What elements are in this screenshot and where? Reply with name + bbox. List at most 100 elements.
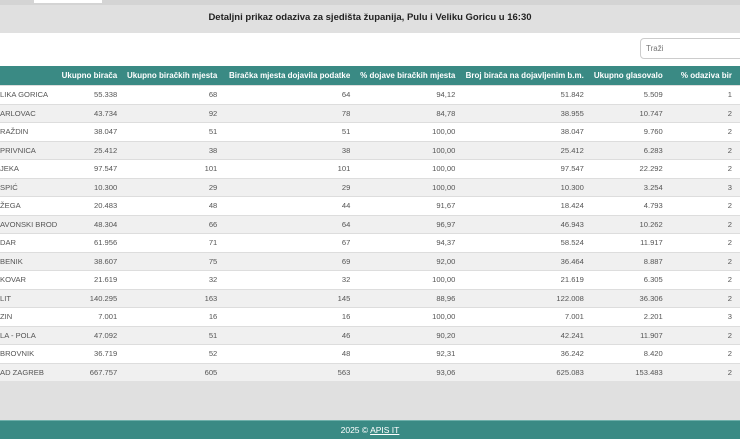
value-cell: 47.092: [58, 325, 126, 345]
value-cell: 78: [225, 103, 359, 123]
value-cell: 145: [225, 288, 359, 308]
value-cell: 2: [670, 214, 740, 234]
value-cell: 21.619: [463, 270, 592, 289]
value-cell: 46.943: [463, 214, 592, 234]
value-cell: 36.719: [58, 344, 126, 363]
value-cell: 6.283: [591, 140, 671, 160]
value-cell: 2: [670, 270, 740, 289]
value-cell: 2: [670, 288, 740, 308]
value-cell: 51: [125, 325, 226, 345]
city-name-cell: LA - POLA: [0, 325, 59, 345]
value-cell: 21.619: [58, 270, 126, 289]
value-cell: 100,00: [358, 159, 464, 178]
value-cell: 7.001: [58, 307, 126, 326]
value-cell: 100,00: [358, 140, 464, 160]
value-cell: 36.306: [591, 288, 671, 308]
value-cell: 20.483: [58, 196, 126, 215]
top-tab-strip: [0, 0, 740, 5]
city-name-cell: JEKA: [0, 159, 59, 178]
value-cell: 3: [670, 177, 740, 197]
column-header[interactable]: Broj birača na dojavljenim b.m.: [463, 66, 592, 86]
value-cell: 100,00: [358, 307, 464, 326]
city-name-cell: AD ZAGREB: [0, 362, 59, 381]
value-cell: 43.734: [58, 103, 126, 123]
table-row: ARLOVAC 43.734 92 78 84,78 38.955 10.747 2: [0, 103, 740, 123]
column-header[interactable]: [0, 66, 59, 86]
column-header[interactable]: Biračka mjesta dojavila podatke: [225, 66, 359, 86]
table-row: ŽEGA 20.483 48 44 91,67 18.424 4.793 2: [0, 196, 740, 215]
footer-copyright: 2025 ©: [340, 425, 369, 435]
value-cell: 7.001: [463, 307, 592, 326]
value-cell: 38.955: [463, 103, 592, 123]
value-cell: 67: [225, 233, 359, 252]
search-input[interactable]: [640, 38, 740, 59]
value-cell: 2: [670, 362, 740, 381]
value-cell: 16: [225, 307, 359, 326]
table-row: LA - POLA 47.092 51 46 90,20 42.241 11.907 2: [0, 325, 740, 345]
value-cell: 10.747: [591, 103, 671, 123]
value-cell: 29: [225, 177, 359, 197]
value-cell: 5.509: [591, 85, 671, 104]
column-header[interactable]: Ukupno glasovalo: [591, 66, 671, 86]
turnout-table: Ukupno birača Ukupno biračkih mjesta Birač…: [0, 66, 740, 381]
value-cell: 563: [225, 362, 359, 381]
city-name-cell: ZIN: [0, 307, 59, 326]
footer-link-apis-it[interactable]: APIS IT: [370, 425, 400, 435]
value-cell: 3.254: [591, 177, 671, 197]
city-name-cell: LIKA GORICA: [0, 85, 59, 104]
column-header[interactable]: Ukupno biračkih mjesta: [125, 66, 226, 86]
value-cell: 42.241: [463, 325, 592, 345]
active-tab[interactable]: [34, 0, 102, 3]
value-cell: 91,67: [358, 196, 464, 215]
value-cell: 2: [670, 233, 740, 252]
value-cell: 75: [125, 251, 226, 271]
value-cell: 605: [125, 362, 226, 381]
value-cell: 93,06: [358, 362, 464, 381]
value-cell: 38.047: [58, 122, 126, 141]
value-cell: 94,12: [358, 85, 464, 104]
value-cell: 10.300: [58, 177, 126, 197]
value-cell: 68: [125, 85, 226, 104]
value-cell: 625.083: [463, 362, 592, 381]
value-cell: 38: [225, 140, 359, 160]
value-cell: 55.338: [58, 85, 126, 104]
value-cell: 94,37: [358, 233, 464, 252]
table-row: BENIK 38.607 75 69 92,00 36.464 8.887 2: [0, 251, 740, 271]
table-row: ZIN 7.001 16 16 100,00 7.001 2.201 3: [0, 307, 740, 326]
table-row: DAR 61.956 71 67 94,37 58.524 11.917 2: [0, 233, 740, 252]
value-cell: 2: [670, 344, 740, 363]
value-cell: 11.917: [591, 233, 671, 252]
value-cell: 36.242: [463, 344, 592, 363]
city-name-cell: BENIK: [0, 251, 59, 271]
value-cell: 66: [125, 214, 226, 234]
value-cell: 96,97: [358, 214, 464, 234]
table-row: LIKA GORICA 55.338 68 64 94,12 51.842 5.509 1: [0, 85, 740, 104]
column-header[interactable]: % odaziva bir: [670, 66, 740, 86]
value-cell: 84,78: [358, 103, 464, 123]
value-cell: 58.524: [463, 233, 592, 252]
value-cell: 100,00: [358, 177, 464, 197]
value-cell: 92,31: [358, 344, 464, 363]
table-row: AVONSKI BROD 48.304 66 64 96,97 46.943 10.262 2: [0, 214, 740, 234]
column-header[interactable]: Ukupno birača: [58, 66, 126, 86]
column-header[interactable]: % dojave biračkih mjesta: [358, 66, 464, 86]
city-name-cell: AVONSKI BROD: [0, 214, 59, 234]
page-title: Detaljni prikaz odaziva za sjedišta župa…: [0, 5, 740, 33]
value-cell: 4.793: [591, 196, 671, 215]
value-cell: 8.887: [591, 251, 671, 271]
value-cell: 61.956: [58, 233, 126, 252]
table-row: SPIĆ 10.300 29 29 100,00 10.300 3.254 3: [0, 177, 740, 197]
value-cell: 8.420: [591, 344, 671, 363]
value-cell: 2: [670, 325, 740, 345]
value-cell: 153.483: [591, 362, 671, 381]
value-cell: 122.008: [463, 288, 592, 308]
city-name-cell: SPIĆ: [0, 177, 59, 197]
value-cell: 18.424: [463, 196, 592, 215]
value-cell: 92: [125, 103, 226, 123]
value-cell: 22.292: [591, 159, 671, 178]
value-cell: 48: [125, 196, 226, 215]
value-cell: 667.757: [58, 362, 126, 381]
value-cell: 44: [225, 196, 359, 215]
value-cell: 2: [670, 122, 740, 141]
value-cell: 25.412: [463, 140, 592, 160]
